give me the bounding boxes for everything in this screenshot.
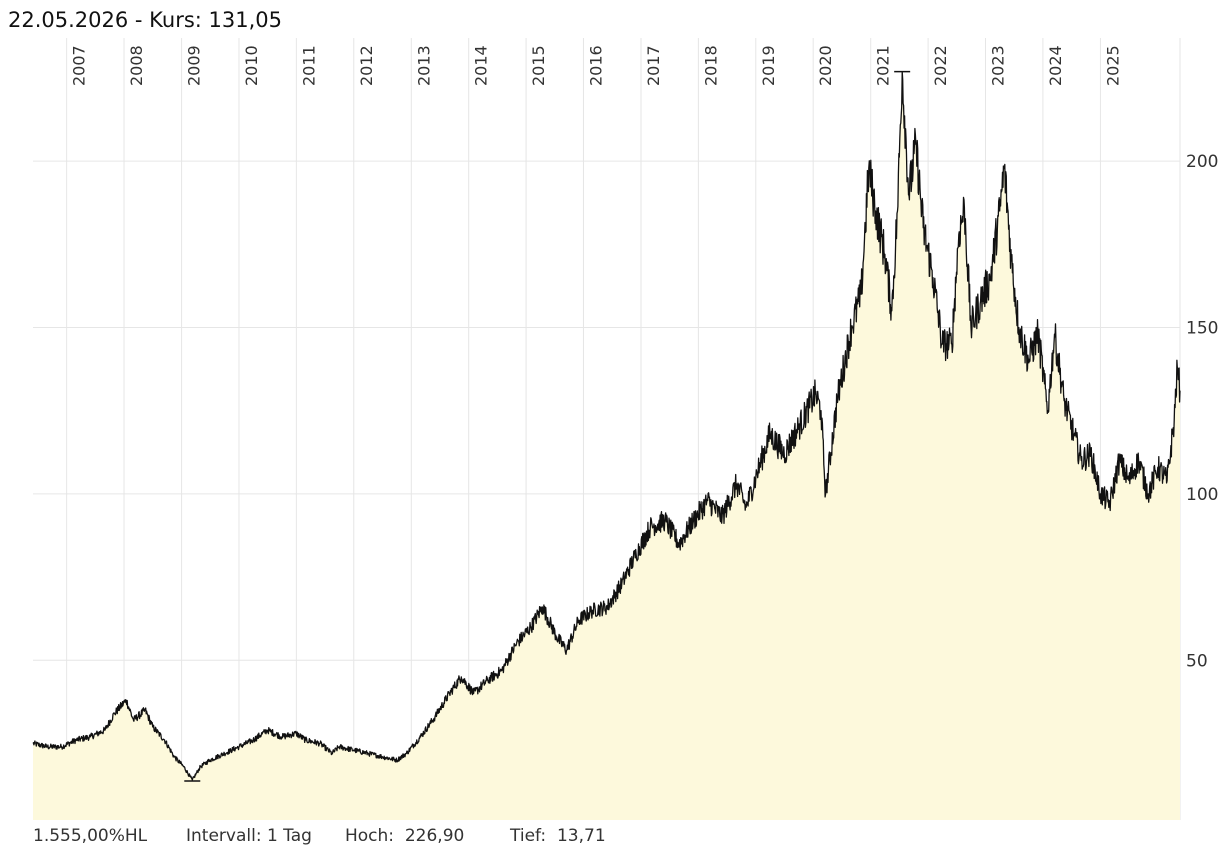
header-kurs-value: 131,05 bbox=[208, 8, 283, 32]
low-value: 13,71 bbox=[556, 826, 606, 846]
x-tick-label: 2025 bbox=[1103, 45, 1122, 86]
performance-label: 1.555,00%HL bbox=[33, 826, 148, 846]
x-axis: 2007 2008 2009 2010 2011 2012 2013 2014 2015 2016… bbox=[70, 45, 1123, 86]
x-tick-label: 2018 bbox=[701, 45, 720, 86]
interval-label: Intervall: 1 Tag bbox=[186, 826, 312, 846]
x-tick-label: 2012 bbox=[357, 45, 376, 86]
price-line bbox=[32, 70, 1181, 781]
x-tick-label: 2019 bbox=[759, 45, 778, 86]
x-tick-label: 2013 bbox=[414, 45, 433, 86]
y-tick-label: 50 bbox=[1186, 651, 1208, 671]
x-tick-label: 2009 bbox=[185, 45, 204, 86]
x-tick-label: 2015 bbox=[529, 45, 548, 86]
marker-layer bbox=[184, 70, 911, 782]
x-tick-label: 2011 bbox=[299, 45, 318, 86]
area-layer bbox=[32, 70, 1181, 821]
x-tick-label: 2017 bbox=[644, 45, 663, 86]
x-tick-label: 2022 bbox=[931, 45, 950, 86]
x-tick-label: 2023 bbox=[989, 45, 1008, 86]
x-tick-label: 2010 bbox=[242, 45, 261, 86]
chart-header: 22.05.2026 - Kurs: 131,05 bbox=[8, 8, 282, 32]
x-tick-label: 2007 bbox=[70, 45, 89, 86]
x-tick-label: 2021 bbox=[874, 45, 893, 86]
price-area bbox=[33, 71, 1180, 821]
header-kurs-label: - Kurs: bbox=[128, 8, 209, 32]
high-label: Hoch: bbox=[345, 826, 395, 846]
header-date: 22.05.2026 bbox=[8, 8, 129, 32]
x-tick-label: 2020 bbox=[816, 45, 835, 86]
low-label: Tief: bbox=[510, 826, 547, 846]
low-info: Tief: 13,71 bbox=[510, 826, 606, 846]
high-value: 226,90 bbox=[404, 826, 465, 846]
x-tick-label: 2024 bbox=[1046, 45, 1065, 86]
x-tick-label: 2008 bbox=[127, 45, 146, 86]
x-tick-label: 2016 bbox=[586, 45, 605, 86]
y-tick-label: 150 bbox=[1186, 319, 1218, 339]
high-info: Hoch: 226,90 bbox=[345, 826, 464, 846]
y-tick-label: 100 bbox=[1186, 485, 1218, 505]
y-tick-label: 200 bbox=[1186, 152, 1218, 172]
y-axis: 50 100 150 200 bbox=[1186, 152, 1218, 671]
x-tick-label: 2014 bbox=[472, 45, 491, 86]
